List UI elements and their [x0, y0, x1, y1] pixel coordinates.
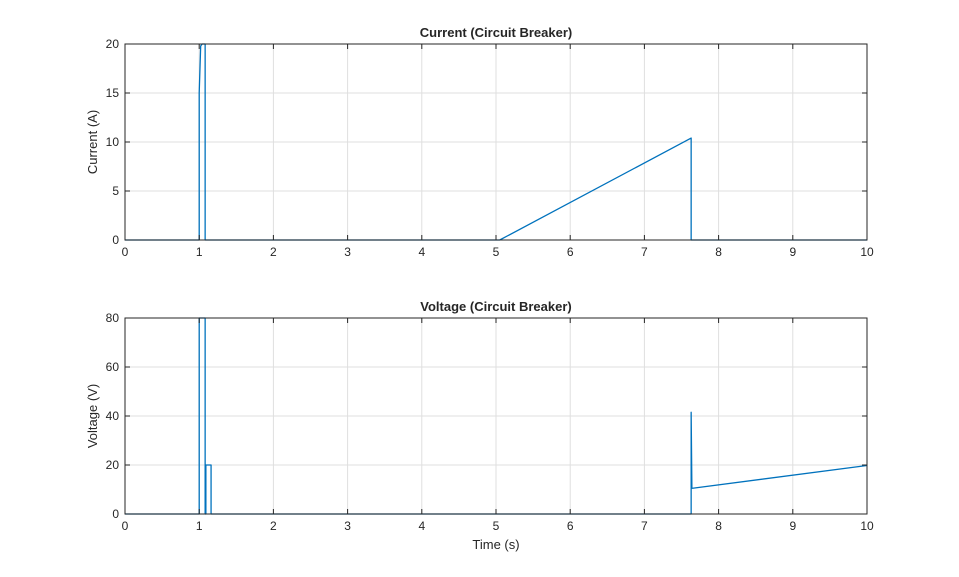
voltage-x-tick-label: 0 — [122, 519, 129, 533]
voltage-x-tick-label: 5 — [493, 519, 500, 533]
current-x-tick-label: 5 — [493, 245, 500, 259]
current-x-tick-label: 8 — [715, 245, 722, 259]
current-y-tick-label: 20 — [106, 37, 120, 51]
voltage-x-tick-label: 2 — [270, 519, 277, 533]
voltage-x-tick-label: 7 — [641, 519, 648, 533]
voltage-x-tick-label: 10 — [860, 519, 874, 533]
voltage-x-tick-label: 4 — [418, 519, 425, 533]
voltage-x-tick-label: 6 — [567, 519, 574, 533]
current-x-tick-label: 6 — [567, 245, 574, 259]
current-y-tick-label: 5 — [112, 184, 119, 198]
current-y-axis-label: Current (A) — [85, 110, 100, 174]
voltage-chart-title: Voltage (Circuit Breaker) — [420, 299, 571, 314]
current-x-tick-label: 3 — [344, 245, 351, 259]
current-x-tick-label: 7 — [641, 245, 648, 259]
current-x-tick-label: 10 — [860, 245, 874, 259]
voltage-x-axis-label: Time (s) — [472, 537, 519, 552]
voltage-subplot: 0 1 2 3 4 5 6 7 8 9 10 0 20 40 60 80 Voltage (Circuit Br… — [85, 299, 874, 552]
current-x-tick-label: 9 — [789, 245, 796, 259]
current-x-tick-label: 0 — [122, 245, 129, 259]
voltage-y-tick-label: 0 — [112, 507, 119, 521]
current-y-tick-label: 0 — [112, 233, 119, 247]
voltage-x-tick-label: 1 — [196, 519, 203, 533]
voltage-x-tick-label: 8 — [715, 519, 722, 533]
voltage-y-axis-label: Voltage (V) — [85, 384, 100, 448]
voltage-y-tick-label: 80 — [106, 311, 120, 325]
voltage-y-tick-label: 20 — [106, 458, 120, 472]
current-chart-title: Current (Circuit Breaker) — [420, 25, 572, 40]
current-x-tick-label: 1 — [196, 245, 203, 259]
voltage-y-tick-label: 40 — [106, 409, 120, 423]
current-subplot: 0 1 2 3 4 5 6 7 8 9 10 0 5 10 15 20 Current (Circuit Bre… — [85, 25, 874, 259]
voltage-x-tick-label: 9 — [789, 519, 796, 533]
current-y-tick-label: 10 — [106, 135, 120, 149]
voltage-x-tick-label: 3 — [344, 519, 351, 533]
current-x-tick-label: 4 — [418, 245, 425, 259]
voltage-y-tick-label: 60 — [106, 360, 120, 374]
current-y-tick-label: 15 — [106, 86, 120, 100]
current-x-tick-label: 2 — [270, 245, 277, 259]
